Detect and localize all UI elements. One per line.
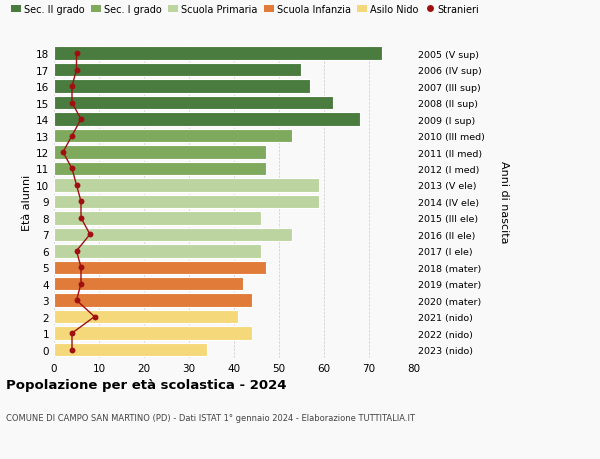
Text: COMUNE DI CAMPO SAN MARTINO (PD) - Dati ISTAT 1° gennaio 2024 - Elaborazione TUT: COMUNE DI CAMPO SAN MARTINO (PD) - Dati … xyxy=(6,413,415,422)
Point xyxy=(67,165,77,173)
Point xyxy=(76,280,86,288)
Bar xyxy=(54,195,319,209)
Bar xyxy=(54,343,207,357)
Point xyxy=(76,116,86,123)
Point xyxy=(72,297,82,304)
Y-axis label: Anni di nascita: Anni di nascita xyxy=(499,161,509,243)
Bar xyxy=(54,327,252,340)
Point xyxy=(90,313,100,321)
Point xyxy=(58,149,68,157)
Bar xyxy=(54,245,261,258)
Bar xyxy=(54,179,319,192)
Bar xyxy=(54,261,265,274)
Point xyxy=(67,133,77,140)
Point xyxy=(72,67,82,74)
Bar xyxy=(54,97,333,110)
Point xyxy=(72,182,82,189)
Bar xyxy=(54,162,265,176)
Y-axis label: Età alunni: Età alunni xyxy=(22,174,32,230)
Bar xyxy=(54,277,243,291)
Point xyxy=(76,198,86,206)
Bar xyxy=(54,64,301,77)
Point xyxy=(67,330,77,337)
Bar xyxy=(54,294,252,307)
Bar xyxy=(54,228,292,241)
Text: Popolazione per età scolastica - 2024: Popolazione per età scolastica - 2024 xyxy=(6,379,287,392)
Bar xyxy=(54,47,383,61)
Legend: Sec. II grado, Sec. I grado, Scuola Primaria, Scuola Infanzia, Asilo Nido, Stran: Sec. II grado, Sec. I grado, Scuola Prim… xyxy=(11,5,479,15)
Point xyxy=(67,100,77,107)
Bar xyxy=(54,129,292,143)
Point xyxy=(85,231,95,239)
Point xyxy=(72,247,82,255)
Bar xyxy=(54,113,360,127)
Bar xyxy=(54,310,238,324)
Bar xyxy=(54,80,311,94)
Point xyxy=(72,50,82,58)
Point xyxy=(76,264,86,271)
Point xyxy=(67,83,77,90)
Point xyxy=(76,215,86,222)
Point xyxy=(67,346,77,353)
Bar xyxy=(54,146,265,159)
Bar xyxy=(54,212,261,225)
